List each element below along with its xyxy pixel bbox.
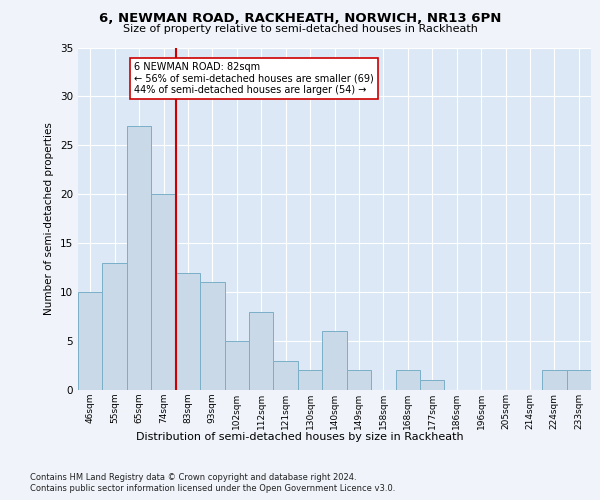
Bar xyxy=(200,282,224,390)
Bar xyxy=(542,370,566,390)
Bar xyxy=(127,126,151,390)
Bar xyxy=(298,370,322,390)
Bar xyxy=(249,312,274,390)
Bar xyxy=(224,341,249,390)
Bar xyxy=(274,360,298,390)
Bar xyxy=(151,194,176,390)
Text: Contains HM Land Registry data © Crown copyright and database right 2024.: Contains HM Land Registry data © Crown c… xyxy=(30,472,356,482)
Bar xyxy=(322,332,347,390)
Y-axis label: Number of semi-detached properties: Number of semi-detached properties xyxy=(44,122,55,315)
Bar xyxy=(420,380,445,390)
Text: 6 NEWMAN ROAD: 82sqm
← 56% of semi-detached houses are smaller (69)
44% of semi-: 6 NEWMAN ROAD: 82sqm ← 56% of semi-detac… xyxy=(134,62,374,96)
Bar xyxy=(395,370,420,390)
Bar xyxy=(566,370,591,390)
Bar xyxy=(176,272,200,390)
Bar xyxy=(347,370,371,390)
Bar xyxy=(78,292,103,390)
Text: Contains public sector information licensed under the Open Government Licence v3: Contains public sector information licen… xyxy=(30,484,395,493)
Text: Size of property relative to semi-detached houses in Rackheath: Size of property relative to semi-detach… xyxy=(122,24,478,34)
Text: Distribution of semi-detached houses by size in Rackheath: Distribution of semi-detached houses by … xyxy=(136,432,464,442)
Bar xyxy=(103,263,127,390)
Text: 6, NEWMAN ROAD, RACKHEATH, NORWICH, NR13 6PN: 6, NEWMAN ROAD, RACKHEATH, NORWICH, NR13… xyxy=(99,12,501,26)
